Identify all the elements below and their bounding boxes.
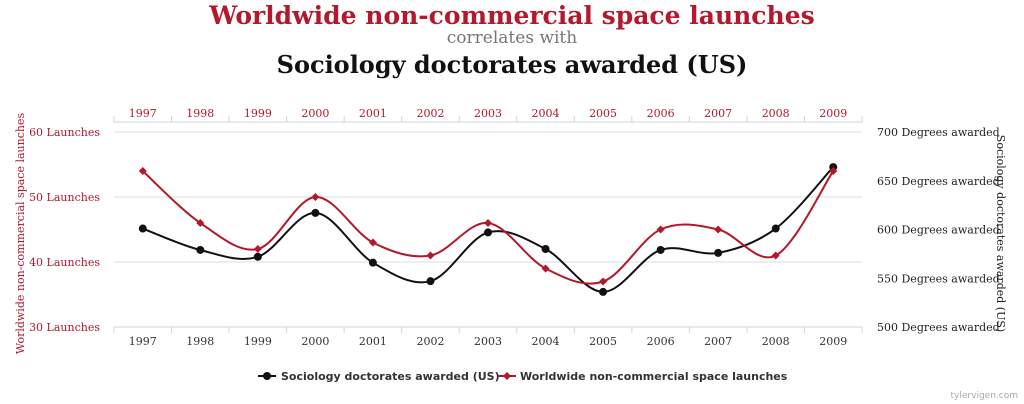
space-launches-data-point [714,225,723,234]
sociology-doctorates-data-point [196,245,205,254]
x-tick-label: 2005 [589,335,617,348]
sociology-doctorates-data-point [253,252,262,261]
y-right-tick-label: 500 Degrees awarded [877,321,1000,334]
legend-marker-sociology-doctorates [263,372,271,380]
x-tick-label-top: 1997 [129,107,157,120]
x-tick-label-top: 2007 [704,107,732,120]
x-tick-label: 1997 [129,335,157,348]
sociology-doctorates-data-point [656,245,665,254]
sociology-doctorates-data-point [771,224,780,233]
space-launches-data-point [426,251,435,260]
chart-connector-text: correlates with [446,28,578,48]
y-right-tick-label: 650 Degrees awarded [877,175,1000,188]
x-tick-label: 2007 [704,335,732,348]
y-left-tick-label: 60 Launches [29,126,100,139]
x-tick-label-top: 2008 [762,107,790,120]
space-launches-data-point [368,238,377,247]
legend-label-space-launches: Worldwide non-commercial space launches [520,370,788,383]
y-right-tick-label: 550 Degrees awarded [877,272,1000,285]
x-tick-label: 2003 [474,335,502,348]
x-tick-label: 2009 [819,335,847,348]
space-launches-data-point [541,264,550,273]
x-tick-label: 1998 [186,335,214,348]
source-credit: tylervigen.com [950,391,1018,401]
x-tick-label: 1999 [244,335,272,348]
x-tick-label: 2000 [301,335,329,348]
x-tick-label-top: 1998 [186,107,214,120]
x-tick-label: 2006 [647,335,675,348]
y-right-tick-label: 600 Degrees awarded [877,224,1000,237]
x-tick-label-top: 2009 [819,107,847,120]
y-right-tick-label: 700 Degrees awarded [877,126,1000,139]
x-tick-label: 2004 [532,335,560,348]
space-launches-data-point [311,193,320,201]
chart-title: Worldwide non-commercial space launches [209,1,815,30]
y-right-axis-label: Sociology doctorates awarded (US) [994,135,1007,332]
sociology-doctorates-data-point [599,287,608,296]
sociology-doctorates-data-point [368,258,377,267]
sociology-doctorates-data-point [541,245,550,253]
space-launches-data-point [829,167,838,175]
x-tick-label-top: 2001 [359,107,387,120]
x-tick-label-top: 2005 [589,107,617,120]
x-tick-label: 2008 [762,335,790,348]
sociology-doctorates-data-point [714,248,723,257]
y-left-tick-label: 30 Launches [29,321,100,334]
space-launches-data-point [599,277,608,286]
space-launches-data-point [138,167,147,175]
space-launches-data-point [656,225,665,234]
legend-label-sociology-doctorates: Sociology doctorates awarded (US) [281,370,500,383]
sociology-doctorates-data-point [311,208,320,217]
sociology-doctorates-data-point [426,277,435,286]
x-tick-label: 2002 [416,335,444,348]
x-tick-label-top: 2003 [474,107,502,120]
x-tick-label-top: 2000 [301,107,329,120]
sociology-doctorates-data-point [484,228,492,237]
y-left-axis-label: Worldwide non-commercial space launches [14,113,27,355]
space-launches-data-point [484,219,492,227]
x-tick-label-top: 2006 [647,107,675,120]
x-tick-label-top: 2004 [532,107,560,120]
chart-subtitle: Sociology doctorates awarded (US) [276,50,748,79]
x-tick-label: 2001 [359,335,387,348]
space-launches-data-point [771,251,780,260]
y-left-tick-label: 50 Launches [29,191,100,204]
space-launches-data-point [253,245,262,253]
space-launches-series-line [142,170,835,285]
x-tick-label-top: 2002 [416,107,444,120]
y-left-tick-label: 40 Launches [29,256,100,269]
x-tick-label-top: 1999 [244,107,272,120]
space-launches-data-point [196,219,205,227]
sociology-doctorates-data-point [138,224,147,233]
legend-marker-space-launches [503,372,511,380]
